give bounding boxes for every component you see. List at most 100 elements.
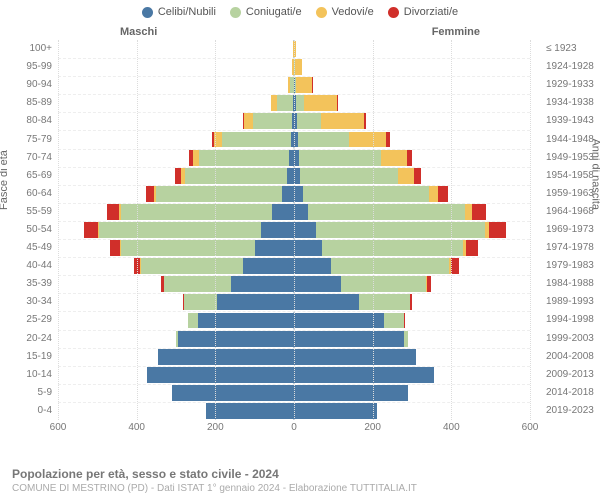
segment-divorced bbox=[466, 240, 479, 256]
segment-single bbox=[243, 258, 294, 274]
legend-label: Divorziati/e bbox=[404, 6, 458, 18]
segment-single bbox=[294, 385, 408, 401]
female-bar bbox=[294, 240, 530, 256]
male-bar bbox=[58, 186, 294, 202]
segment-married bbox=[300, 168, 398, 184]
birth-year-label: 1934-1938 bbox=[542, 98, 600, 108]
header-male: Maschi bbox=[120, 26, 157, 38]
segment-married bbox=[359, 294, 410, 310]
female-bar bbox=[294, 186, 530, 202]
segment-married bbox=[296, 95, 304, 111]
segment-single bbox=[198, 313, 294, 329]
x-gridline bbox=[137, 40, 138, 420]
male-bar bbox=[58, 385, 294, 401]
x-tick-label: 600 bbox=[522, 422, 539, 433]
female-bar bbox=[294, 168, 530, 184]
segment-single bbox=[282, 186, 294, 202]
segment-widowed bbox=[321, 113, 364, 129]
segment-single bbox=[294, 349, 416, 365]
segment-married bbox=[316, 222, 485, 238]
age-label: 35-39 bbox=[0, 279, 56, 289]
segment-married bbox=[253, 113, 292, 129]
age-label: 0-4 bbox=[0, 406, 56, 416]
male-bar bbox=[58, 95, 294, 111]
segment-married bbox=[384, 313, 404, 329]
segment-married bbox=[141, 258, 243, 274]
segment-married bbox=[121, 204, 272, 220]
header-female: Femmine bbox=[432, 26, 480, 38]
segment-married bbox=[404, 331, 408, 347]
segment-married bbox=[156, 186, 282, 202]
female-bar bbox=[294, 294, 530, 310]
segment-married bbox=[185, 168, 287, 184]
age-label: 20-24 bbox=[0, 334, 56, 344]
female-bar bbox=[294, 41, 530, 57]
female-bar bbox=[294, 403, 530, 419]
segment-widowed bbox=[295, 59, 302, 75]
x-gridline bbox=[451, 40, 452, 420]
segment-single bbox=[217, 294, 294, 310]
female-bar bbox=[294, 331, 530, 347]
female-bar bbox=[294, 367, 530, 383]
segment-single bbox=[287, 168, 294, 184]
legend-item: Celibi/Nubili bbox=[142, 6, 216, 18]
segment-divorced bbox=[337, 95, 338, 111]
male-bar bbox=[58, 331, 294, 347]
chart-title: Popolazione per età, sesso e stato civil… bbox=[12, 467, 588, 481]
female-bar bbox=[294, 77, 530, 93]
segment-single bbox=[294, 240, 322, 256]
segment-widowed bbox=[296, 77, 312, 93]
segment-married bbox=[297, 113, 321, 129]
segment-divorced bbox=[146, 186, 154, 202]
legend-item: Vedovi/e bbox=[316, 6, 374, 18]
birth-year-label: 1969-1973 bbox=[542, 225, 600, 235]
chart-subtitle: COMUNE DI MESTRINO (PD) - Dati ISTAT 1° … bbox=[12, 483, 588, 494]
segment-married bbox=[341, 276, 426, 292]
female-bar bbox=[294, 258, 530, 274]
female-bar bbox=[294, 276, 530, 292]
birth-year-label: 1959-1963 bbox=[542, 189, 600, 199]
female-bar bbox=[294, 385, 530, 401]
male-bar bbox=[58, 59, 294, 75]
age-label: 30-34 bbox=[0, 297, 56, 307]
x-tick-label: 600 bbox=[50, 422, 67, 433]
segment-single bbox=[294, 276, 341, 292]
segment-divorced bbox=[110, 240, 120, 256]
female-bar bbox=[294, 204, 530, 220]
segment-married bbox=[299, 150, 382, 166]
segment-widowed bbox=[244, 113, 253, 129]
pyramid-plot bbox=[58, 40, 530, 420]
segment-divorced bbox=[84, 222, 98, 238]
x-gridline bbox=[530, 40, 531, 420]
birth-year-label: 1994-1998 bbox=[542, 315, 600, 325]
legend-swatch bbox=[230, 7, 241, 18]
birth-year-label: 1999-2003 bbox=[542, 334, 600, 344]
segment-married bbox=[121, 240, 255, 256]
x-gridline bbox=[373, 40, 374, 420]
birth-year-label: 1979-1983 bbox=[542, 261, 600, 271]
female-bar bbox=[294, 150, 530, 166]
age-label: 25-29 bbox=[0, 315, 56, 325]
segment-single bbox=[255, 240, 294, 256]
segment-married bbox=[222, 132, 291, 148]
segment-single bbox=[294, 313, 384, 329]
male-bar bbox=[58, 41, 294, 57]
segment-single bbox=[178, 331, 294, 347]
birth-year-label: 2004-2008 bbox=[542, 352, 600, 362]
male-bar bbox=[58, 313, 294, 329]
female-bar bbox=[294, 222, 530, 238]
birth-year-label: 1944-1948 bbox=[542, 135, 600, 145]
segment-married bbox=[199, 150, 289, 166]
segment-divorced bbox=[410, 294, 412, 310]
age-label: 100+ bbox=[0, 44, 56, 54]
age-label: 10-14 bbox=[0, 370, 56, 380]
age-label: 15-19 bbox=[0, 352, 56, 362]
segment-single bbox=[294, 258, 331, 274]
age-label: 90-94 bbox=[0, 80, 56, 90]
birth-year-label: 1964-1968 bbox=[542, 207, 600, 217]
age-label: 60-64 bbox=[0, 189, 56, 199]
segment-single bbox=[294, 294, 359, 310]
birth-year-label: 1989-1993 bbox=[542, 297, 600, 307]
birth-year-label: 1974-1978 bbox=[542, 243, 600, 253]
segment-single bbox=[172, 385, 294, 401]
